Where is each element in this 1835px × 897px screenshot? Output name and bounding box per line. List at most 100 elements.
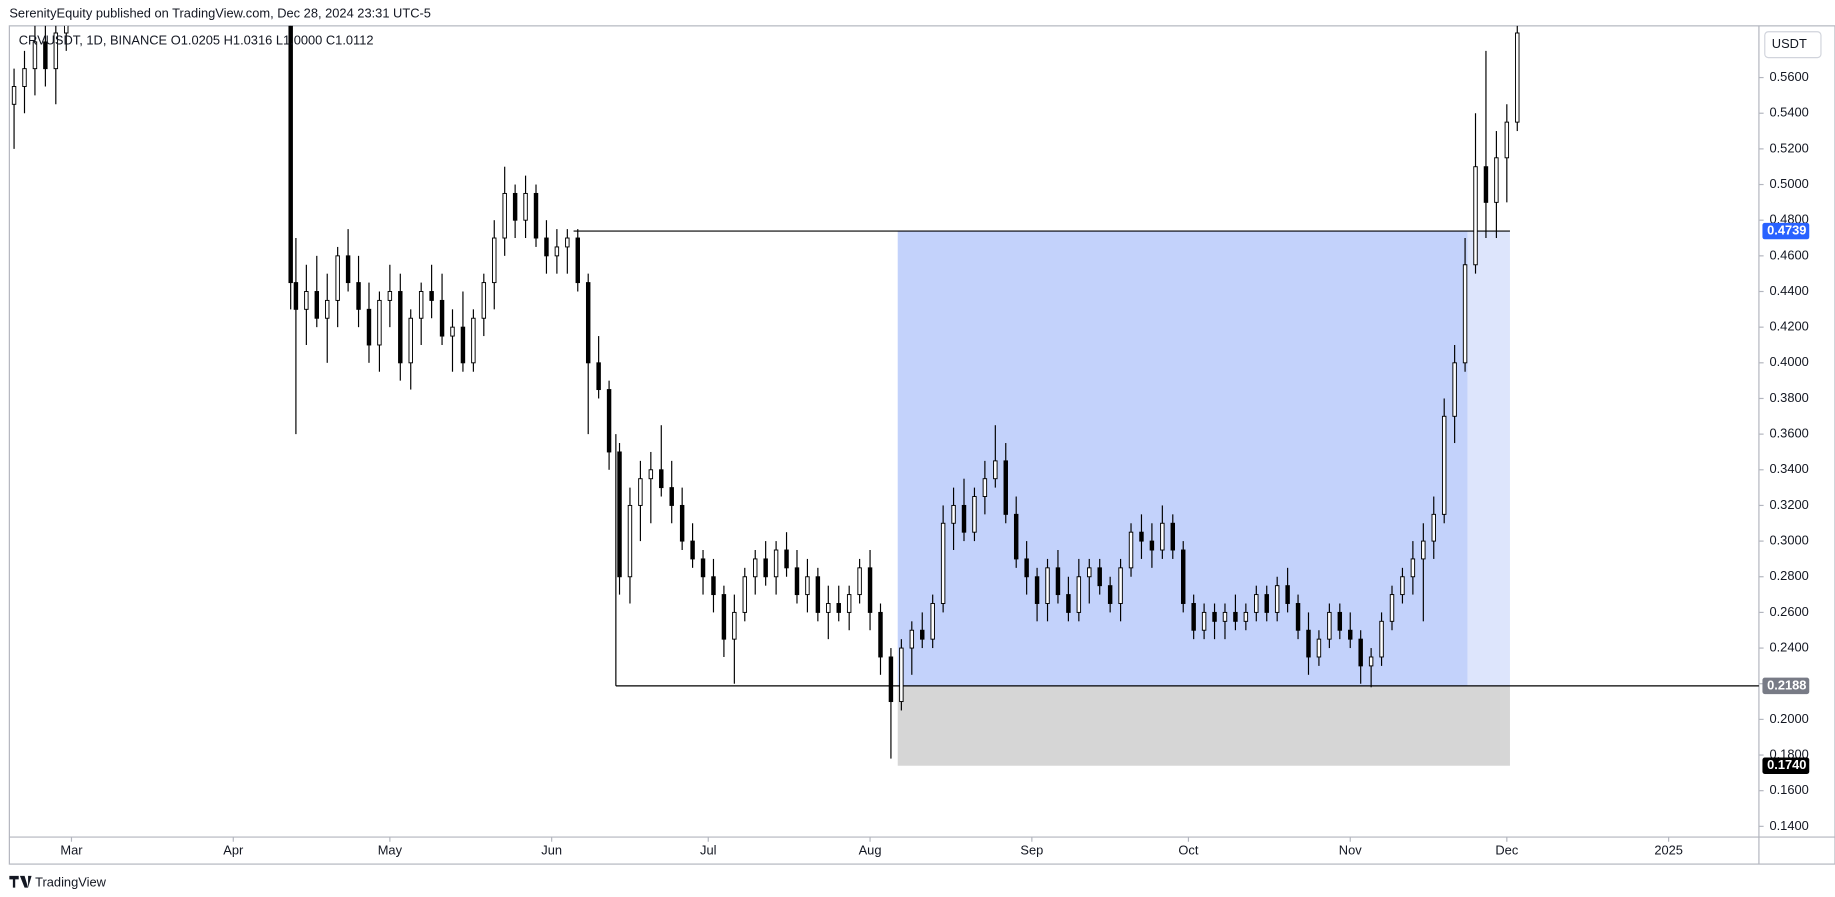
x-tick-label: Sep [1020,843,1043,858]
candle-body [1045,567,1050,604]
candle-body [1441,415,1447,515]
y-tick-label: 0.3800 [1769,390,1808,405]
candle-body [606,389,612,453]
candle-body [1379,620,1384,658]
candle-body [1327,611,1332,640]
y-tick-label: 0.2400 [1769,639,1808,654]
candle-body [1274,585,1280,613]
candle-body [867,567,873,613]
candle-body [356,282,361,310]
candle-body [711,576,716,596]
candle-body [648,469,654,480]
candle-body [1160,522,1165,551]
candle-body [481,282,487,319]
zone [897,685,1510,766]
candle-body [565,237,570,248]
zone [1467,231,1510,686]
candle-body [700,558,706,578]
candle-body [596,362,601,391]
frame [8,25,1835,865]
x-tick-label: Dec [1495,843,1518,858]
candle-body [679,504,685,542]
candle-body [366,308,372,346]
candle-body [1389,594,1395,622]
candle-body [753,558,758,578]
x-tick-label: 2025 [1654,843,1683,858]
y-tick-label: 0.5000 [1769,176,1808,191]
candle-body [1264,594,1269,613]
candle-body [1358,638,1363,667]
candle-body [523,192,528,221]
candle-body [585,282,591,364]
candle-body [1400,576,1405,596]
candle-body [450,326,455,337]
y-tick-label: 0.4200 [1769,319,1808,334]
y-tick-label: 0.3000 [1769,532,1808,547]
candle-body [1191,603,1196,631]
y-tick-label: 0.2800 [1769,568,1808,583]
candle-body [826,603,831,613]
candle-body [930,603,935,640]
candle-body [325,299,330,319]
candle-body [554,246,560,257]
candle-body [43,41,48,70]
candle-body [1107,585,1113,604]
candle-body [293,282,299,310]
candle-body [1024,558,1029,578]
y-tick-label: 0.5600 [1769,69,1808,84]
currency-box[interactable] [1764,31,1822,59]
y-tick-label: 0.4400 [1769,283,1808,298]
y-tick-label: 0.5400 [1769,105,1808,120]
candle-body [888,656,894,703]
candle-body [492,237,497,284]
price-tag-label: 0.1740 [1767,757,1806,772]
candle-body [1368,656,1374,667]
candle-body [815,576,821,613]
candle-body [961,504,967,533]
candle-body [1201,611,1207,631]
y-tick-label: 0.5200 [1769,140,1808,155]
y-tick-label: 0.4000 [1769,354,1808,369]
candle-body [1306,629,1311,658]
x-tick-label: Jun [541,843,562,858]
candle-body [1149,540,1155,551]
brand: TradingView [35,874,106,889]
candle-body [335,255,340,301]
candle-body [345,255,351,284]
candle-body [1233,611,1238,622]
price-tag-label: 0.4739 [1767,222,1806,237]
candle-body [575,237,580,284]
x-tick-label: Jul [700,843,716,858]
candle-body [1515,32,1520,123]
candle-body [1087,567,1092,578]
price-tag-label: 0.2188 [1767,677,1806,692]
candle-body [377,299,382,346]
currency[interactable]: USDT [1772,36,1807,51]
candle-body [53,32,59,70]
candle-body [288,25,293,284]
x-tick-label: Mar [60,843,83,858]
candle-body [1295,603,1301,631]
candle-body [1494,157,1499,203]
candle-body [502,192,507,239]
candle-body [982,478,988,497]
zone [897,231,1468,686]
x-tick-label: May [378,843,403,858]
candle-body [408,317,413,364]
candle-body [1076,576,1082,613]
candle-body [1055,567,1061,596]
candle-body [878,611,883,658]
candle-body [1243,611,1249,622]
candle-body [1180,549,1186,604]
candle-body [1483,166,1489,203]
candle-body [1139,531,1144,542]
x-tick-label: Aug [859,843,882,858]
candle-body [638,478,643,506]
candle-body [429,291,434,301]
y-tick-label: 0.2000 [1769,711,1808,726]
candle-body [669,487,674,506]
header: SerenityEquity published on TradingView.… [9,5,431,20]
candle-body [1473,166,1478,266]
y-tick-label: 0.2600 [1769,604,1808,619]
